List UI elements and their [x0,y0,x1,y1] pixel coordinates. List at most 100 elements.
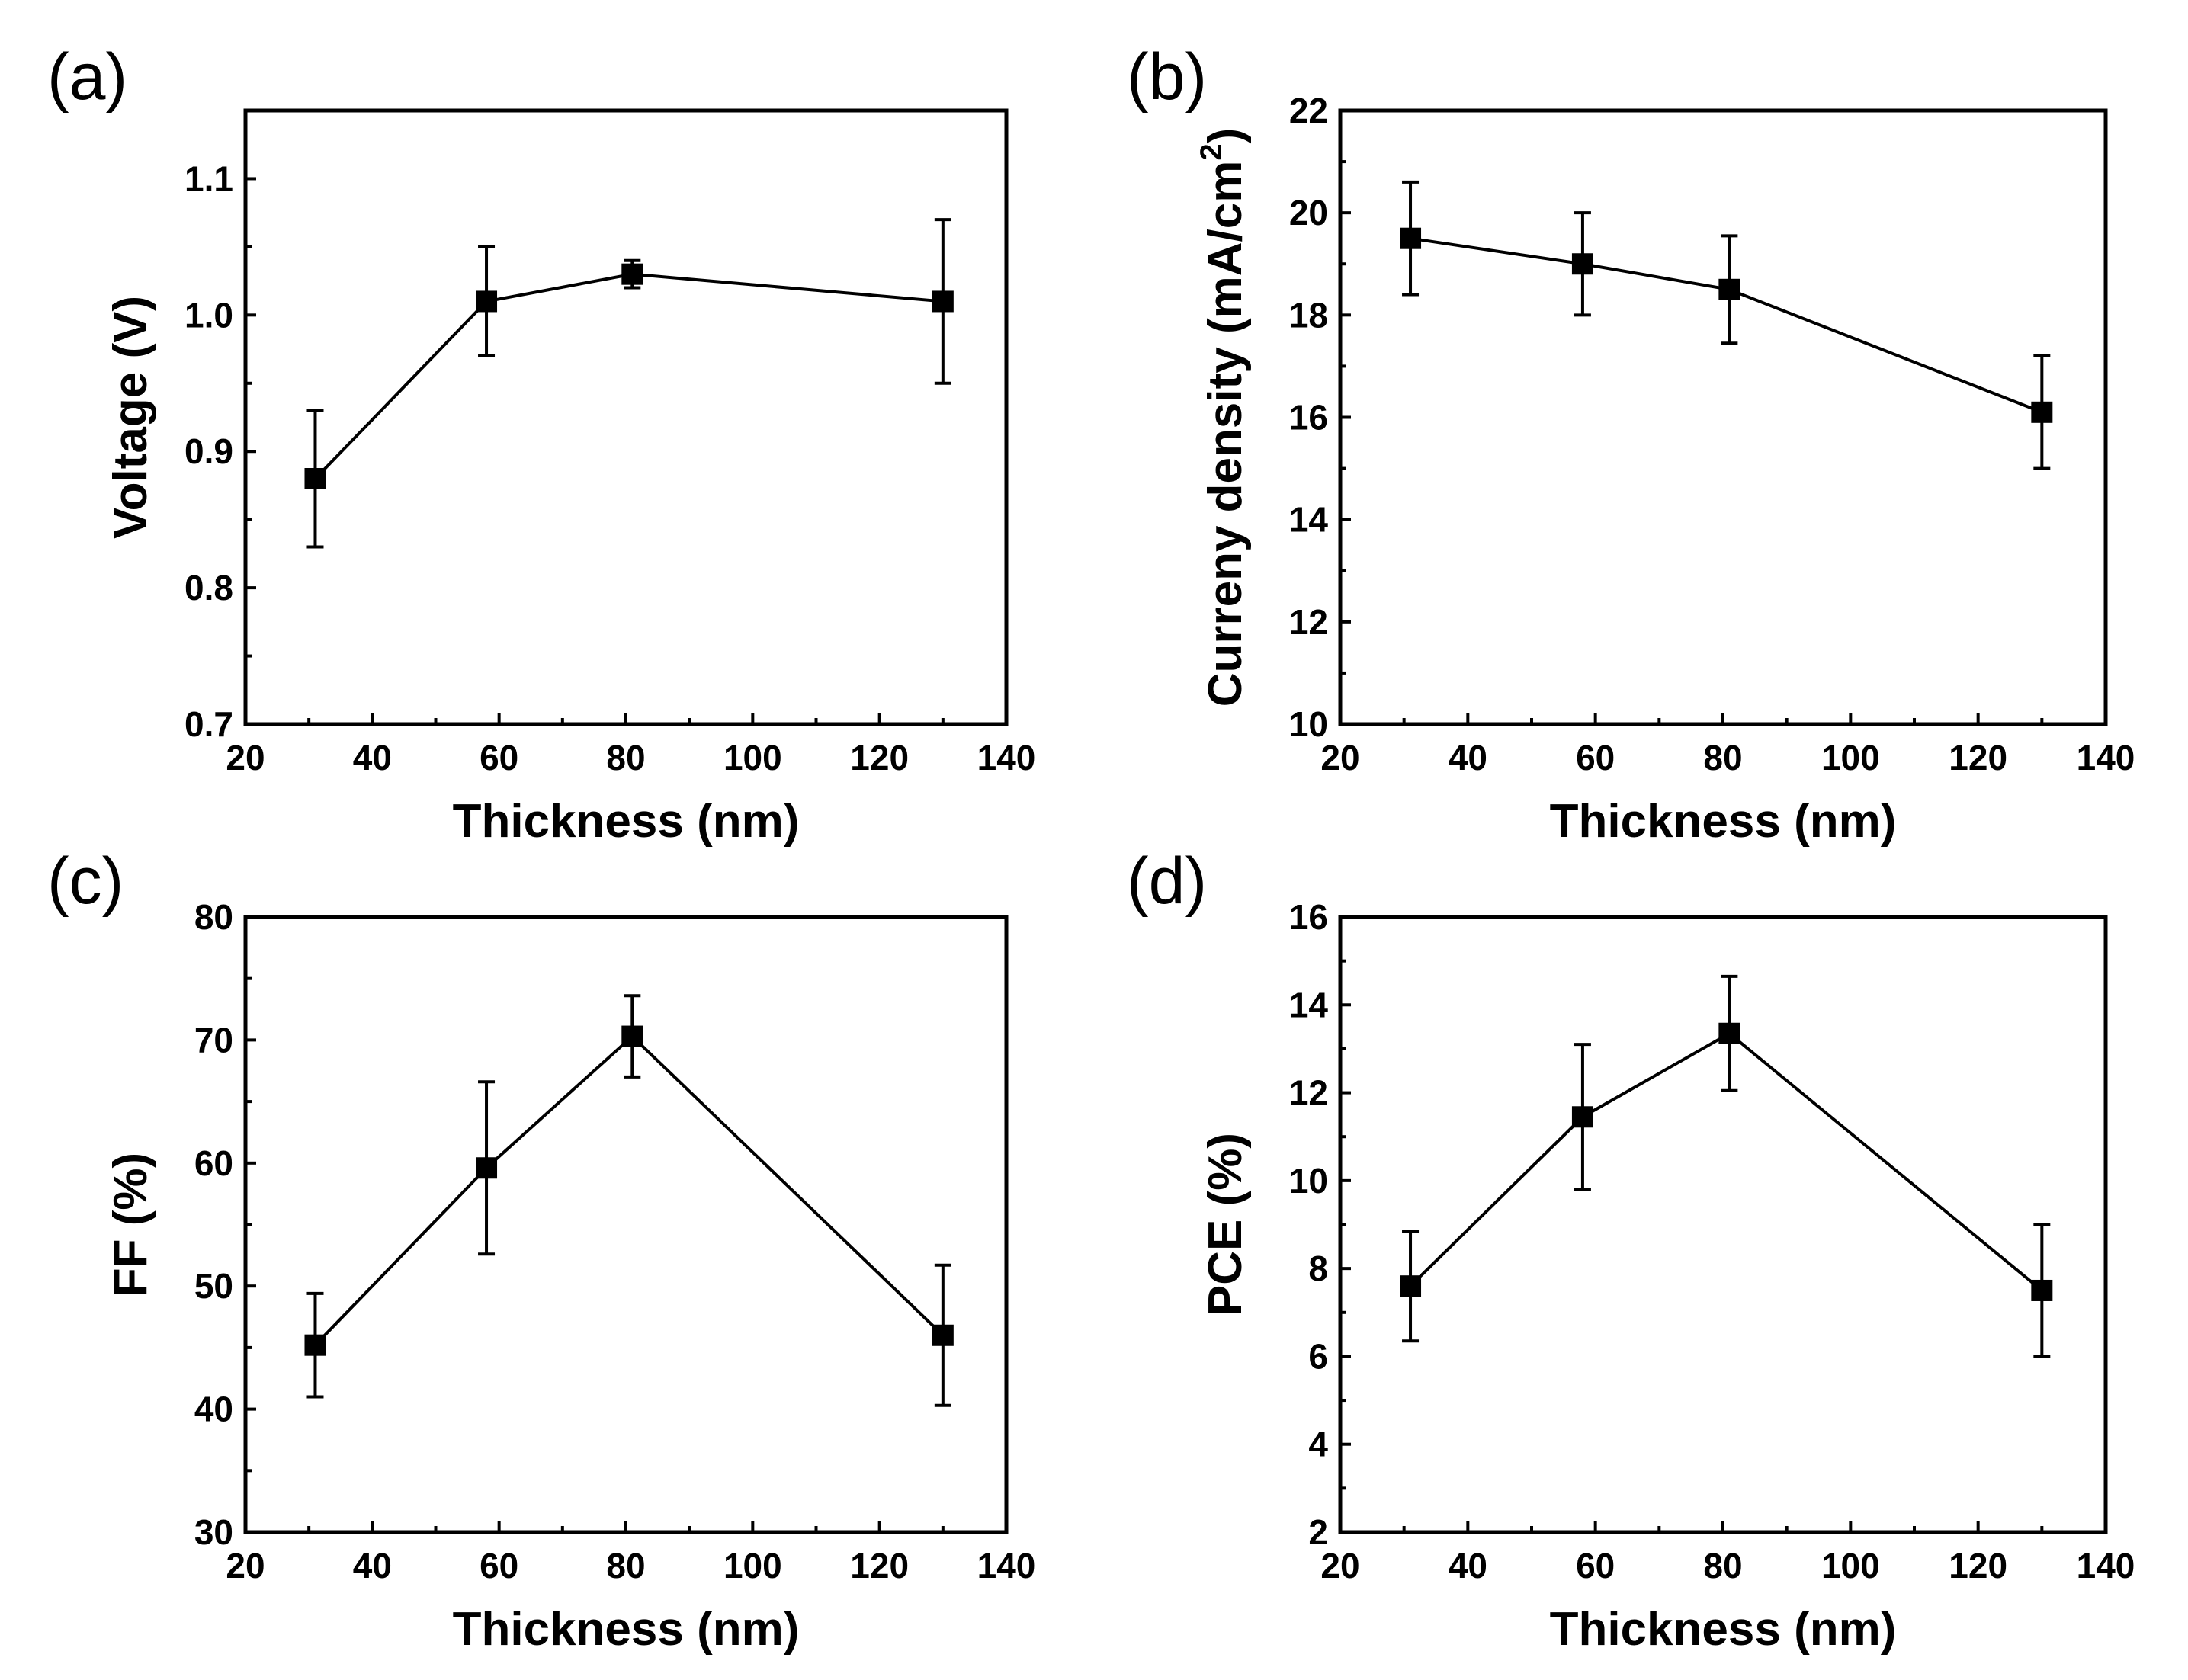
panel-b-x-axis-title: Thickness (nm) [1550,795,1897,848]
panel-c-y-tick-label: 40 [194,1390,233,1429]
panel-d-data-point [2031,1279,2053,1301]
panel-b-y-tick-label: 16 [1289,398,1328,438]
panel-a-y-tick-label: 0.9 [184,431,233,471]
panel-d-y-tick-label: 8 [1308,1249,1328,1288]
panel-a-data-point [621,263,643,285]
panel-b-x-tick-label: 80 [1703,738,1742,777]
panel-a-y-tick-label: 0.8 [184,568,233,608]
panel-c-y-axis-title-text: FF (%) [104,1153,157,1297]
panel-c-x-tick-label: 100 [723,1546,782,1585]
panel-d-x-tick-label: 100 [1821,1546,1880,1585]
panel-a-y-tick-label: 1.0 [184,295,233,335]
panel-c-x-tick-label: 40 [353,1546,392,1585]
panel-b-x-tick-label: 20 [1320,738,1359,777]
panel-b-plot-frame [1338,108,2108,726]
panel-a-y-axis-title-text: Voltage (V) [104,296,157,539]
panel-c-x-tick-label: 120 [850,1546,909,1585]
panel-d-y-tick-label: 2 [1308,1512,1328,1552]
panel-b-y-tick-label: 22 [1289,91,1328,130]
panel-c-data-point [304,1334,326,1356]
panel-a-plot-frame [243,108,1009,726]
panel-b-x-tick-label: 140 [2077,738,2135,777]
panel-b-y-axis-title-superscript: 2 [1195,143,1228,160]
panel-d-y-axis-title-text: PCE (%) [1199,1133,1252,1316]
panel-a: (a) 20 40 60 80 100 120 140 0.7 0.8 0.9 1.0 1.1 Thick… [47,40,1035,848]
panel-d-y-tick-label: 4 [1308,1425,1328,1464]
panel-c-x-tick-label: 20 [226,1546,265,1585]
panel-c-y-tick-label: 80 [194,897,233,937]
panel-d: (d) 20 40 60 80 100 120 140 2 4 6 8 10 12 14 16 Thicknes… [1127,845,2135,1656]
panel-b-y-tick-label: 18 [1289,295,1328,335]
panel-d-y-tick-label: 14 [1289,985,1329,1024]
panel-d-series-line [1409,1031,2043,1292]
panel-c-y-tick-label: 60 [194,1143,233,1183]
panel-c-y-tick-label: 50 [194,1266,233,1306]
panel-c-y-axis-title: FF (%) [104,1153,157,1297]
panel-a-data-point [304,468,326,489]
panel-d-plot-frame [1338,915,2108,1534]
panel-d-y-tick-label: 12 [1289,1073,1328,1113]
panel-c-y-tick-label: 70 [194,1020,233,1060]
panel-c-x-tick-label: 80 [606,1546,645,1585]
panel-a-y-axis-title: Voltage (V) [104,296,157,539]
panel-d-letter: (d) [1127,845,1207,918]
panel-d-x-tick-label: 40 [1449,1546,1487,1585]
panel-a-data-point [932,290,954,313]
panel-b-y-tick-label: 12 [1289,602,1328,642]
panel-d-y-tick-label: 6 [1308,1336,1328,1376]
panel-b-letter: (b) [1127,40,1207,114]
panel-c-x-tick-label: 60 [480,1546,518,1585]
panel-d-x-tick-label: 60 [1576,1546,1615,1585]
panel-b-y-axis-title-end: ) [1199,128,1252,144]
panel-b-y-tick-label: 10 [1289,704,1328,744]
panel-b-x-tick-label: 120 [1949,738,2007,777]
panel-b-y-tick-label: 20 [1289,193,1328,232]
panel-a-x-tick-label: 140 [977,738,1036,777]
panel-d-data-point [1718,1022,1740,1044]
panel-b-data-point [1400,227,1422,249]
panel-c-data-point [932,1324,954,1346]
panel-b-x-tick-label: 100 [1821,738,1880,777]
panel-c-data-point [621,1025,643,1047]
panel-a-x-tick-label: 60 [480,738,518,777]
panel-b-y-tick-label: 14 [1289,500,1329,540]
panel-b-x-tick-label: 60 [1576,738,1615,777]
panel-b-data-point [2031,401,2053,423]
panel-d-x-tick-label: 20 [1320,1546,1359,1585]
panel-d-y-tick-label: 10 [1289,1161,1328,1201]
panel-a-x-tick-label: 40 [353,738,392,777]
panel-b-y-axis-title-text: Curreny density (mA/cm [1199,161,1252,707]
panel-d-x-tick-label: 120 [1949,1546,2007,1585]
panel-d-data-point [1400,1275,1422,1297]
panel-a-y-tick-label: 0.7 [184,704,233,744]
panel-b-series-line [1410,236,2043,414]
panel-a-y-tick-label: 1.1 [184,159,233,198]
panel-a-data-point [476,290,498,313]
panel-a-series-line [314,272,944,480]
panel-a-x-axis-title: Thickness (nm) [453,795,800,848]
panel-a-x-tick-label: 80 [606,738,645,777]
panel-c-plot-frame [243,915,1009,1534]
panel-d-data-point [1571,1106,1593,1128]
panel-b-data-point [1571,253,1593,275]
panel-d-y-axis-title: PCE (%) [1199,1133,1252,1316]
panel-c-letter: (c) [47,845,124,918]
panel-d-x-tick-label: 140 [2077,1546,2135,1585]
panel-a-x-tick-label: 120 [850,738,909,777]
panel-b-y-axis-title: Curreny density (mA/cm2) [1195,128,1252,707]
panel-a-letter: (a) [47,40,127,114]
panel-a-x-tick-label: 100 [723,738,782,777]
panel-c: (c) 20 40 60 80 100 120 140 30 40 50 60 70 80 Thicknes… [47,845,1035,1656]
panel-c-data-point [476,1157,498,1179]
panel-d-y-tick-label: 16 [1289,897,1328,937]
panel-c-x-axis-title: Thickness (nm) [453,1603,800,1656]
panel-b-x-tick-label: 40 [1449,738,1487,777]
panel-d-x-tick-label: 80 [1703,1546,1742,1585]
panel-c-series-line [314,1034,945,1347]
panel-b-data-point [1718,278,1740,300]
panel-a-x-tick-label: 20 [226,738,265,777]
panel-c-y-tick-label: 30 [194,1512,233,1552]
panel-c-x-tick-label: 140 [977,1546,1036,1585]
panel-d-x-axis-title: Thickness (nm) [1550,1603,1897,1656]
